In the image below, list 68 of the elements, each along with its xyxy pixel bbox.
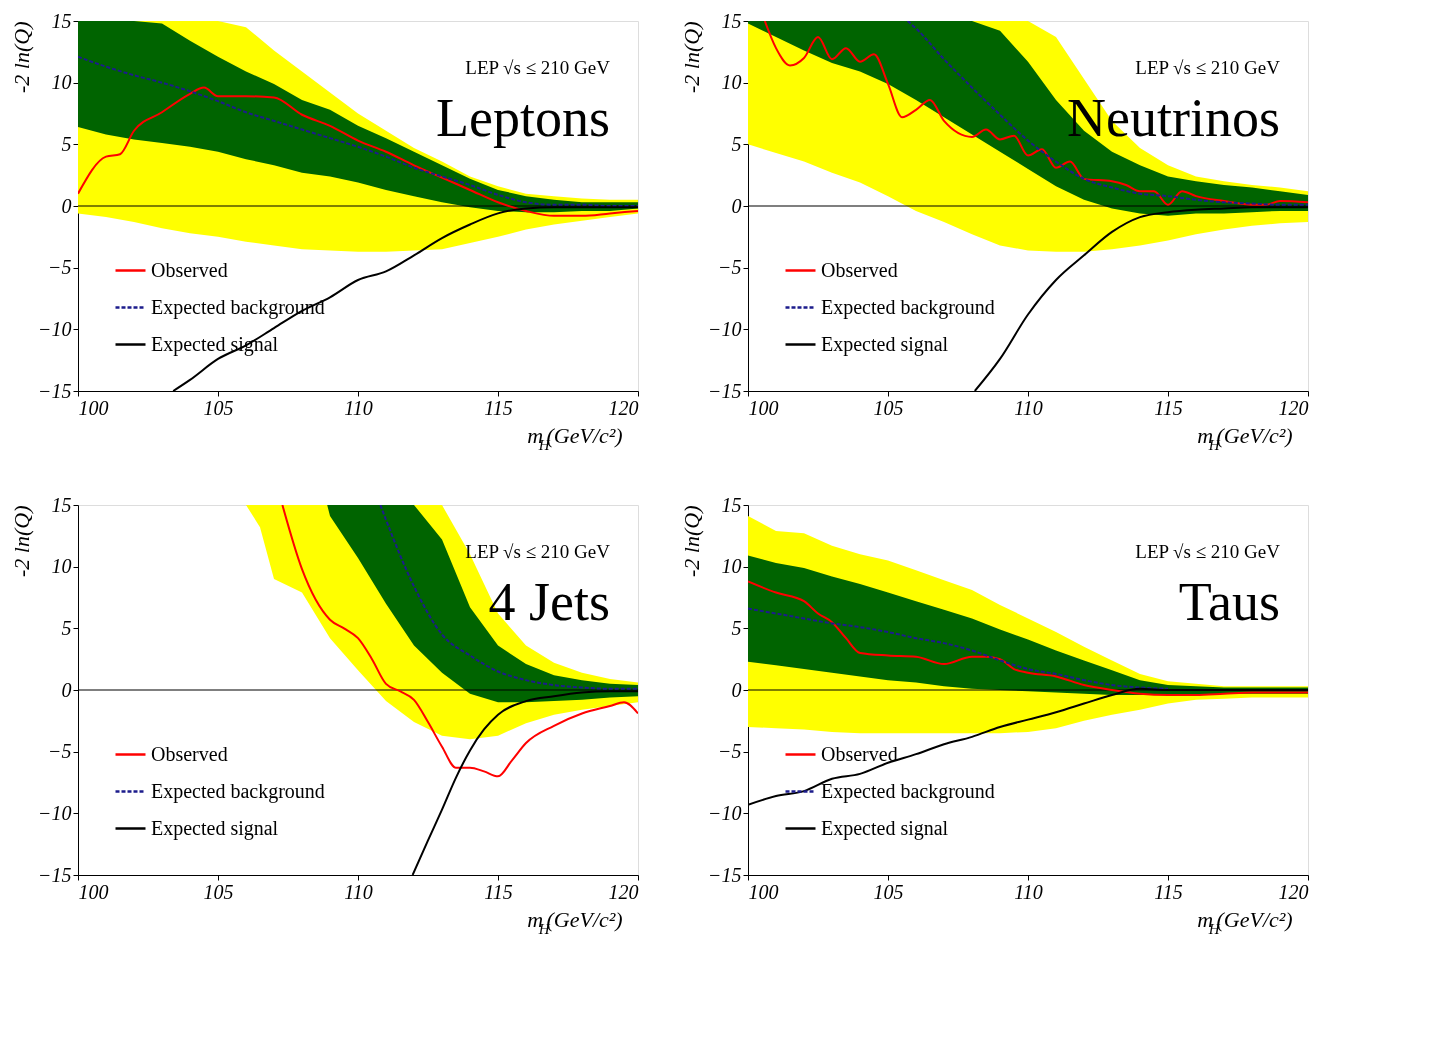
y-axis-title: -2 ln(Q) [679,505,704,577]
y-tick-label: −10 [708,801,742,824]
x-tick-label: 100 [78,396,109,419]
y-tick-label: 0 [61,678,72,701]
legend-label: Expected signal [151,816,279,840]
x-tick-label: 110 [344,396,373,419]
legend-label: Expected background [821,295,995,319]
y-tick-label: −5 [718,740,742,763]
y-tick-label: −5 [48,256,72,279]
y-tick-label: 15 [51,493,72,516]
text: 4 Jets [488,572,610,632]
y-tick-label: −10 [38,317,72,340]
y-axis-title: -2 ln(Q) [9,21,34,93]
x-tick-label: 115 [1154,880,1183,903]
legend-label: Observed [151,742,228,765]
legend-label: Expected signal [821,332,949,356]
y-tick-label: −10 [38,801,72,824]
y-tick-label: 15 [721,9,742,32]
y-tick-label: 5 [61,132,72,155]
x-tick-label: 105 [203,396,234,419]
y-tick-label: 5 [731,132,742,155]
y-axis-title: -2 ln(Q) [9,505,34,577]
x-tick-label: 100 [78,880,109,903]
y-tick-label: 0 [731,678,742,701]
x-tick-label: 120 [1278,880,1309,903]
legend-label: Observed [821,258,898,281]
legend-label: Expected background [821,779,995,803]
x-tick-label: 100 [748,880,779,903]
legend-label: Observed [821,742,898,765]
annotation: LEP √s ≤ 210 GeV [465,57,611,78]
y-tick-label: −10 [708,317,742,340]
y-tick-label: −15 [708,379,742,402]
y-tick-label: 5 [61,616,72,639]
x-tick-label: 115 [484,396,513,419]
legend-label: Expected signal [821,816,949,840]
x-tick-label: 105 [203,880,234,903]
text: Taus [1178,572,1280,632]
y-tick-label: 10 [51,71,72,94]
x-tick-label: 100 [748,396,779,419]
x-tick-label: 120 [608,880,639,903]
legend-label: Expected background [151,779,325,803]
y-axis-title: -2 ln(Q) [679,21,704,93]
text: Leptons [436,88,610,148]
x-tick-label: 115 [484,880,513,903]
x-tick-label: 115 [1154,396,1183,419]
y-tick-label: 5 [731,616,742,639]
y-tick-label: −15 [708,863,742,886]
x-tick-label: 110 [1014,880,1043,903]
y-tick-label: −15 [38,863,72,886]
annotation: LEP √s ≤ 210 GeV [1135,541,1281,562]
x-tick-label: 105 [873,396,904,419]
y-tick-label: 15 [721,493,742,516]
y-tick-label: −15 [38,379,72,402]
x-tick-label: 110 [344,880,373,903]
legend-label: Observed [151,258,228,281]
y-tick-label: −5 [718,256,742,279]
x-tick-label: 120 [608,396,639,419]
y-tick-label: 0 [731,194,742,217]
y-tick-label: 10 [721,71,742,94]
annotation: LEP √s ≤ 210 GeV [1135,57,1281,78]
x-tick-label: 120 [1278,396,1309,419]
y-tick-label: −5 [48,740,72,763]
y-tick-label: 0 [61,194,72,217]
x-tick-label: 110 [1014,396,1043,419]
x-tick-label: 105 [873,880,904,903]
y-tick-label: 10 [51,555,72,578]
y-tick-label: 15 [51,9,72,32]
y-tick-label: 10 [721,555,742,578]
